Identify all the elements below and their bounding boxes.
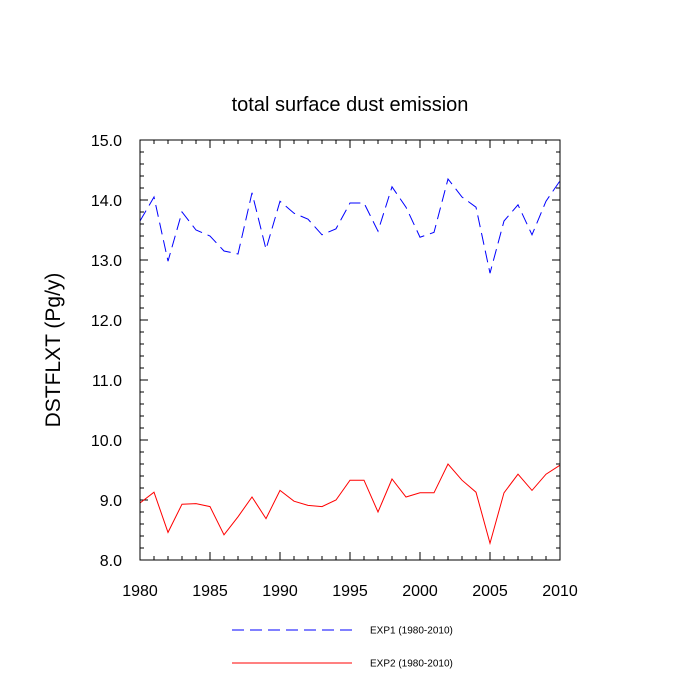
x-tick-label: 1995 (332, 583, 368, 600)
x-tick-label: 2010 (542, 583, 578, 600)
y-tick-label: 8.0 (100, 553, 122, 570)
x-tick-label: 1990 (262, 583, 298, 600)
x-tick-label: 1980 (122, 583, 158, 600)
y-tick-labels: 8.0 9.0 10.0 11.0 12.0 13.0 14.0 15.0 (91, 133, 122, 570)
chart-title: total surface dust emission (232, 94, 469, 116)
y-tick-label: 12.0 (91, 313, 122, 330)
series-line-exp2 (139, 463, 561, 546)
legend: EXP1 (1980-2010) EXP2 (1980-2010) (232, 626, 453, 670)
y-tick-label: 9.0 (100, 493, 122, 510)
x-tick-label: 1985 (192, 583, 228, 600)
x-tick-labels: 1980 1985 1990 1995 2000 2005 2010 (122, 583, 578, 600)
y-tick-label: 10.0 (91, 433, 122, 450)
legend-label-exp1: EXP1 (1980-2010) (370, 626, 453, 637)
y-tick-label: 14.0 (91, 193, 122, 210)
y-tick-label: 11.0 (92, 373, 122, 390)
x-tick-label: 2000 (402, 583, 438, 600)
plot-frame (139, 139, 561, 561)
y-tick-label: 15.0 (91, 133, 122, 150)
series-line-exp1 (139, 177, 561, 274)
y-axis-label: DSTFLXT (Pg/y) (42, 273, 65, 428)
series-group (139, 177, 561, 546)
x-tick-label: 2005 (472, 583, 508, 600)
legend-label-exp2: EXP2 (1980-2010) (370, 659, 453, 670)
y-tick-label: 13.0 (91, 253, 122, 270)
